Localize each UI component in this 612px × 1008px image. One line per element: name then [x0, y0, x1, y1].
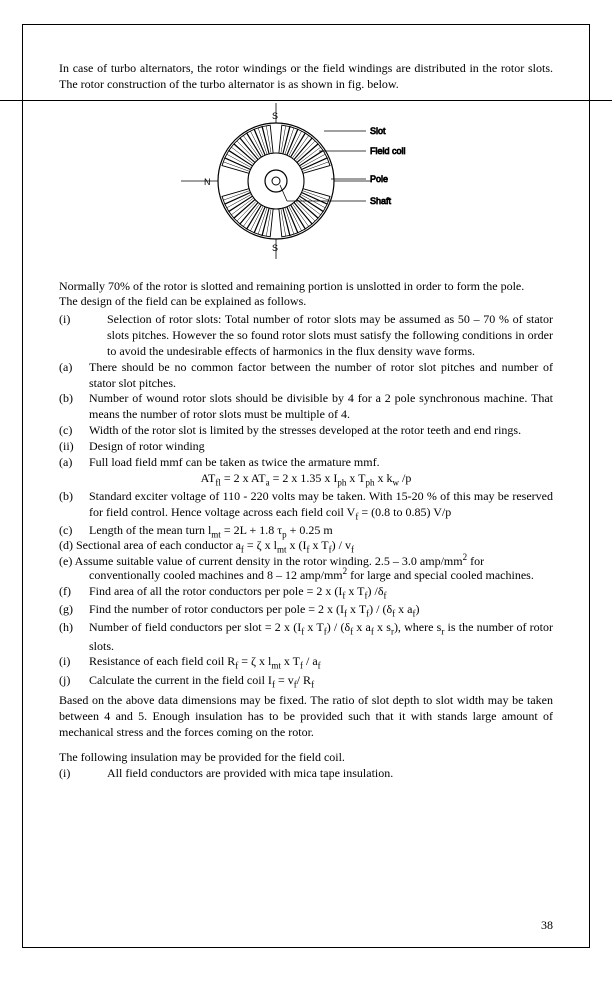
item-a: (a)There should be no common factor betw…	[59, 360, 553, 392]
intro-paragraph: In case of turbo alternators, the rotor …	[59, 61, 553, 93]
label-field: Field coil	[370, 146, 406, 156]
item-i: (i)Selection of rotor slots: Total numbe…	[59, 312, 553, 359]
item-ii: (ii)Design of rotor winding	[59, 439, 553, 455]
based-para: Based on the above data dimensions may b…	[59, 693, 553, 740]
page-number: 38	[541, 918, 553, 933]
item-j: (j)Calculate the current in the field co…	[59, 673, 553, 691]
item-a2: (a)Full load field mmf can be taken as t…	[59, 455, 553, 471]
design-list: (i)Selection of rotor slots: Total numbe…	[59, 312, 553, 691]
item-f: (f)Find area of all the rotor conductors…	[59, 584, 553, 602]
label-pole: Pole	[370, 174, 388, 184]
page-frame: In case of turbo alternators, the rotor …	[22, 24, 590, 948]
item-c: (c)Width of the rotor slot is limited by…	[59, 423, 553, 439]
item-h: (h)Number of field conductors per slot =…	[59, 620, 553, 654]
label-slot: Slot	[370, 126, 386, 136]
item-d-e-overlap: (d) Sectional area of each conductor af …	[59, 541, 553, 566]
after-fig-l1: Normally 70% of the rotor is slotted and…	[59, 279, 553, 295]
item-i2: (i)Resistance of each field coil Rf = ζ …	[59, 654, 553, 672]
label-shaft: Shaft	[370, 196, 392, 206]
pole-s-bottom: S	[272, 243, 278, 253]
rotor-svg: S S N Slot Field coil Pole Shaft	[176, 101, 436, 261]
item-e-cont: conventionally cooled machines and 8 – 1…	[89, 566, 553, 584]
item-g: (g)Find the number of rotor conductors p…	[59, 602, 553, 620]
after-fig-l2: The design of the field can be explained…	[59, 294, 553, 310]
item-b: (b)Number of wound rotor slots should be…	[59, 391, 553, 423]
item-b2: (b)Standard exciter voltage of 110 - 220…	[59, 489, 553, 523]
pole-s-top: S	[272, 111, 278, 121]
pole-n: N	[204, 177, 211, 187]
formula-atfl: ATfl = 2 x ATa = 2 x 1.35 x Iph x Tph x …	[59, 471, 553, 489]
rotor-figure: S S N Slot Field coil Pole Shaft	[59, 101, 553, 265]
insul-i: (i)All field conductors are provided wit…	[59, 766, 553, 782]
insul-intro: The following insulation may be provided…	[59, 750, 553, 766]
